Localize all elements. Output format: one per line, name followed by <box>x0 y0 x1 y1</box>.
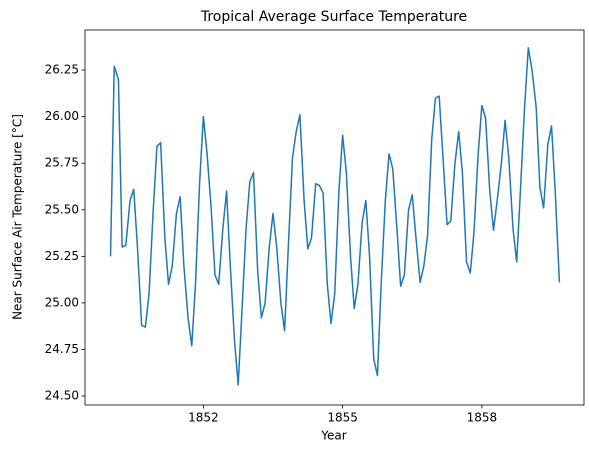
data-line <box>109 46 561 386</box>
x-axis-label: Year <box>320 429 346 443</box>
y-tick-label: 24.75 <box>45 342 79 356</box>
y-tick-label: 24.50 <box>45 389 79 403</box>
y-tick-label: 25.25 <box>45 249 79 263</box>
y-tick-label: 26.25 <box>45 63 79 77</box>
x-tick-label: 1852 <box>188 411 219 425</box>
y-tick-label: 25.00 <box>45 295 79 309</box>
x-tick-label: 1858 <box>467 411 498 425</box>
y-tick-label: 26.00 <box>45 109 79 123</box>
y-axis-label: Near Surface Air Temperature [°C] <box>11 114 25 320</box>
plot-frame <box>84 29 585 406</box>
y-tick-label: 25.50 <box>45 202 79 216</box>
y-tick-label: 25.75 <box>45 156 79 170</box>
chart-title: Tropical Average Surface Temperature <box>200 9 467 25</box>
x-tick-label: 1855 <box>327 411 358 425</box>
